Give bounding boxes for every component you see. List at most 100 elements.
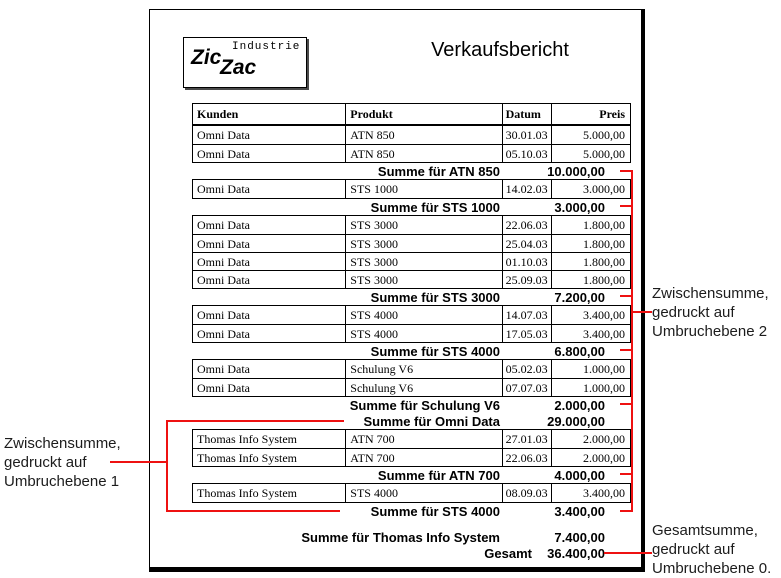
report-table: Kunden Produkt Datum Preis Omni Data ATN … (192, 103, 631, 561)
column-header-datum: Datum (501, 104, 552, 124)
bracket-level2-tick (620, 170, 631, 172)
table-cell: 1.000,00 (551, 379, 630, 396)
table-row: Omni Data STS 3000 25.04.03 1.800,00 (193, 234, 630, 252)
table-row: Thomas Info System STS 4000 08.09.03 3.400,… (193, 484, 630, 502)
connector-level1-annotation (110, 461, 168, 463)
table-cell: Thomas Info System (197, 486, 297, 500)
annotation-line: Umbruchebene 2 (652, 323, 768, 340)
bracket-level2-tick (620, 510, 631, 512)
table-cell: 30.01.03 (501, 126, 552, 144)
table-group: Omni Data STS 3000 22.06.03 1.800,00 Omni Da… (192, 215, 631, 289)
table-header: Kunden Produkt Datum Preis (192, 103, 631, 125)
annotation-line: Umbruchebene 1 (4, 473, 120, 490)
table-cell: ATN 850 (345, 145, 501, 162)
table-row: Omni Data STS 4000 17.05.03 3.400,00 (193, 324, 630, 342)
table-cell: STS 4000 (345, 325, 501, 342)
table-row: Omni Data STS 3000 22.06.03 1.800,00 (193, 216, 630, 234)
table-cell: Omni Data (197, 218, 250, 232)
sum-row-level-0: Gesamt 36.400,00 (192, 545, 631, 561)
table-cell: Omni Data (197, 362, 250, 376)
table-group: Thomas Info System STS 4000 08.09.03 3.400,… (192, 483, 631, 503)
bracket-level2-tick (620, 403, 631, 405)
report-title: Verkaufsbericht (431, 39, 569, 61)
table-cell: 01.10.03 (501, 253, 552, 270)
logo-word-2: Zac (220, 56, 257, 79)
table-cell: Omni Data (197, 327, 250, 341)
logo-subtitle: Industrie (232, 41, 301, 53)
table-cell: 1.800,00 (551, 253, 630, 270)
bracket-level1-top-tick (166, 420, 344, 422)
sum-label: Summe für Thomas Info System (301, 529, 500, 545)
table-cell: STS 4000 (345, 306, 501, 324)
bracket-level2-tick (620, 349, 631, 351)
sum-row-level-1: Summe für Omni Data 29.000,00 (192, 413, 631, 429)
table-cell: ATN 700 (345, 449, 501, 466)
table-cell: Schulung V6 (345, 379, 501, 396)
table-cell: STS 1000 (345, 180, 501, 198)
table-cell: 25.09.03 (501, 271, 552, 288)
sum-row-level-2: Summe für STS 3000 7.200,00 (192, 289, 631, 305)
sum-value: 3.400,00 (554, 503, 605, 519)
sum-label: Summe für STS 1000 (370, 199, 500, 215)
table-cell: Omni Data (197, 237, 250, 251)
table-cell: STS 3000 (345, 235, 501, 252)
bracket-level1-vertical-line (166, 420, 168, 512)
table-group: Omni Data ATN 850 30.01.03 5.000,00 Omni Dat… (192, 125, 631, 163)
table-group: Thomas Info System ATN 700 27.01.03 2.000,0… (192, 429, 631, 467)
connector-level2-annotation (633, 311, 652, 313)
sum-label: Summe für Schulung V6 (349, 397, 500, 413)
sum-row-level-2: Summe für STS 1000 3.000,00 (192, 199, 631, 215)
table-cell: 3.400,00 (551, 306, 630, 324)
annotation-line: Gesamtsumme, (652, 522, 758, 539)
bracket-level2-tick (620, 295, 631, 297)
sum-row-level-2: Summe für STS 4000 6.800,00 (192, 343, 631, 359)
table-cell: 25.04.03 (501, 235, 552, 252)
sum-value: 6.800,00 (554, 343, 605, 359)
annotation-line: Umbruchebene 0. (652, 560, 772, 577)
sum-value: 29.000,00 (547, 413, 605, 429)
bracket-level2-vertical-line (631, 170, 633, 512)
sum-label: Gesamt (484, 545, 532, 561)
table-row: Omni Data STS 1000 14.02.03 3.000,00 (193, 180, 630, 198)
annotation-break-level-2: Zwischensumme, gedruckt auf Umbruchebene… (652, 284, 769, 341)
table-cell: 3.400,00 (551, 484, 630, 502)
table-cell: Thomas Info System (197, 432, 297, 446)
column-header-kunden: Kunden (197, 107, 239, 121)
sum-value: 7.400,00 (554, 529, 605, 545)
sum-row-level-1: Summe für Thomas Info System 7.400,00 (192, 529, 631, 545)
table-cell: 5.000,00 (551, 126, 630, 144)
table-row: Thomas Info System ATN 700 22.06.03 2.000,0… (193, 448, 630, 466)
table-cell: 22.06.03 (501, 449, 552, 466)
table-cell: 2.000,00 (551, 449, 630, 466)
table-cell: STS 4000 (345, 484, 501, 502)
annotation-line: Zwischensumme, (4, 435, 121, 452)
table-cell: 3.000,00 (551, 180, 630, 198)
sum-label: Summe für STS 3000 (370, 289, 500, 305)
report-page: Zic Zac Industrie Verkaufsbericht Kunden… (149, 9, 645, 572)
table-cell: Omni Data (197, 255, 250, 269)
annotation-break-level-1: Zwischensumme, gedruckt auf Umbruchebene… (4, 434, 121, 491)
table-cell: 1.800,00 (551, 216, 630, 234)
table-group: Omni Data STS 1000 14.02.03 3.000,00 (192, 179, 631, 199)
table-cell: 5.000,00 (551, 145, 630, 162)
annotation-line: Zwischensumme, (652, 285, 769, 302)
sum-row-level-2: Summe für ATN 850 10.000,00 (192, 163, 631, 179)
sum-value: 36.400,00 (547, 545, 605, 561)
table-cell: 08.09.03 (501, 484, 552, 502)
table-cell: STS 3000 (345, 271, 501, 288)
table-row: Omni Data STS 3000 25.09.03 1.800,00 (193, 270, 630, 288)
bracket-level2-tick (620, 205, 631, 207)
company-logo: Zic Zac Industrie (183, 37, 307, 88)
logo-word-1: Zic (191, 46, 222, 69)
connector-level0-annotation (604, 552, 652, 554)
table-cell: 05.10.03 (501, 145, 552, 162)
table-row: Omni Data ATN 850 05.10.03 5.000,00 (193, 144, 630, 162)
annotation-line: gedruckt auf (4, 454, 87, 471)
table-row: Omni Data ATN 850 30.01.03 5.000,00 (193, 126, 630, 144)
annotation-break-level-0: Gesamtsumme, gedruckt auf Umbruchebene 0… (652, 521, 771, 578)
sum-value: 10.000,00 (547, 163, 605, 179)
sum-label: Summe für ATN 850 (377, 163, 500, 179)
table-cell: 1.800,00 (551, 271, 630, 288)
sum-row-level-2: Summe für Schulung V6 2.000,00 (192, 397, 631, 413)
table-cell: Omni Data (197, 308, 250, 322)
